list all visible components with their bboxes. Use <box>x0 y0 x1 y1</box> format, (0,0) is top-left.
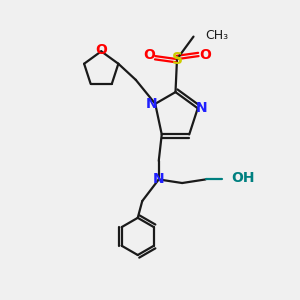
Text: CH₃: CH₃ <box>205 28 228 42</box>
Text: N: N <box>153 172 165 186</box>
Text: OH: OH <box>231 171 254 185</box>
Text: O: O <box>95 43 107 57</box>
Text: O: O <box>143 48 155 62</box>
Text: N: N <box>196 101 208 115</box>
Text: O: O <box>199 48 211 62</box>
Text: N: N <box>146 97 157 111</box>
Text: S: S <box>172 52 182 67</box>
